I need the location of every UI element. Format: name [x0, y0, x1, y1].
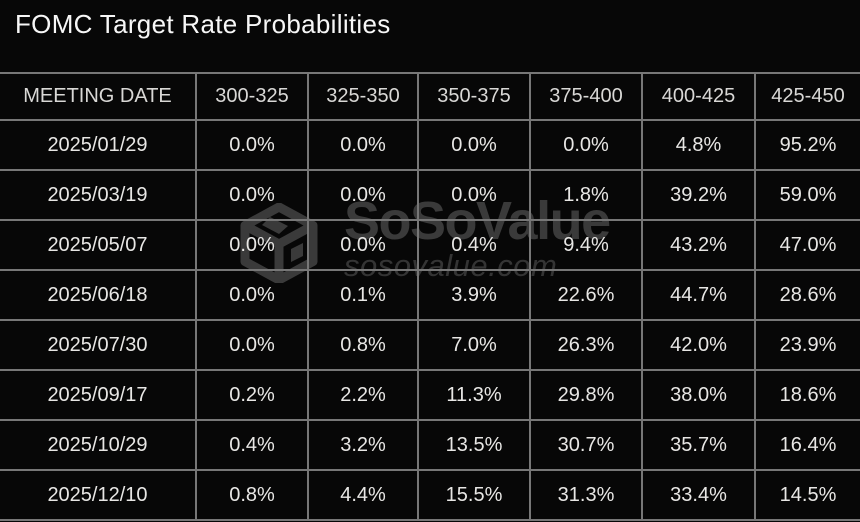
probability-cell: 33.4%	[641, 469, 756, 521]
probability-cell: 0.0%	[195, 319, 309, 371]
probability-cell: 7.0%	[417, 319, 531, 371]
probability-cell: 39.2%	[641, 169, 756, 221]
probability-cell: 28.6%	[754, 269, 860, 321]
probability-cell: 47.0%	[754, 219, 860, 271]
table-row: 2025/10/29 0.4% 3.2% 13.5% 30.7% 35.7% 1…	[0, 419, 860, 471]
probability-cell: 0.4%	[417, 219, 531, 271]
meeting-date-cell: 2025/07/30	[0, 319, 197, 371]
probability-cell: 38.0%	[641, 369, 756, 421]
probability-cell: 43.2%	[641, 219, 756, 271]
table-row: 2025/01/29 0.0% 0.0% 0.0% 0.0% 4.8% 95.2…	[0, 119, 860, 171]
probability-cell: 4.4%	[307, 469, 419, 521]
meeting-date-cell: 2025/06/18	[0, 269, 197, 321]
probability-cell: 23.9%	[754, 319, 860, 371]
rate-probabilities-table-wrap: MEETING DATE 300-325 325-350 350-375 375…	[0, 72, 860, 521]
probability-cell: 0.4%	[195, 419, 309, 471]
probability-cell: 15.5%	[417, 469, 531, 521]
probability-cell: 0.2%	[195, 369, 309, 421]
table-row: 2025/12/10 0.8% 4.4% 15.5% 31.3% 33.4% 1…	[0, 469, 860, 521]
col-header-350-375: 350-375	[417, 72, 531, 121]
probability-cell: 30.7%	[529, 419, 643, 471]
col-header-325-350: 325-350	[307, 72, 419, 121]
probability-cell: 3.2%	[307, 419, 419, 471]
rate-probabilities-table: MEETING DATE 300-325 325-350 350-375 375…	[0, 72, 860, 521]
probability-cell: 26.3%	[529, 319, 643, 371]
table-row: 2025/07/30 0.0% 0.8% 7.0% 26.3% 42.0% 23…	[0, 319, 860, 371]
probability-cell: 9.4%	[529, 219, 643, 271]
meeting-date-cell: 2025/05/07	[0, 219, 197, 271]
col-header-400-425: 400-425	[641, 72, 756, 121]
meeting-date-cell: 2025/01/29	[0, 119, 197, 171]
probability-cell: 0.0%	[195, 219, 309, 271]
probability-cell: 0.0%	[195, 269, 309, 321]
probability-cell: 0.1%	[307, 269, 419, 321]
probability-cell: 95.2%	[754, 119, 860, 171]
meeting-date-cell: 2025/10/29	[0, 419, 197, 471]
probability-cell: 2.2%	[307, 369, 419, 421]
probability-cell: 4.8%	[641, 119, 756, 171]
probability-cell: 44.7%	[641, 269, 756, 321]
probability-cell: 0.0%	[529, 119, 643, 171]
table-row: 2025/09/17 0.2% 2.2% 11.3% 29.8% 38.0% 1…	[0, 369, 860, 421]
col-header-300-325: 300-325	[195, 72, 309, 121]
probability-cell: 0.8%	[195, 469, 309, 521]
probability-cell: 0.0%	[195, 119, 309, 171]
probability-cell: 0.0%	[307, 219, 419, 271]
probability-cell: 29.8%	[529, 369, 643, 421]
meeting-date-cell: 2025/12/10	[0, 469, 197, 521]
probability-cell: 0.0%	[417, 169, 531, 221]
probability-cell: 3.9%	[417, 269, 531, 321]
probability-cell: 13.5%	[417, 419, 531, 471]
meeting-date-cell: 2025/03/19	[0, 169, 197, 221]
probability-cell: 16.4%	[754, 419, 860, 471]
probability-cell: 1.8%	[529, 169, 643, 221]
probability-cell: 35.7%	[641, 419, 756, 471]
probability-cell: 11.3%	[417, 369, 531, 421]
col-header-425-450: 425-450	[754, 72, 860, 121]
probability-cell: 59.0%	[754, 169, 860, 221]
probability-cell: 0.0%	[417, 119, 531, 171]
probability-cell: 0.8%	[307, 319, 419, 371]
table-row: 2025/05/07 0.0% 0.0% 0.4% 9.4% 43.2% 47.…	[0, 219, 860, 271]
probability-cell: 22.6%	[529, 269, 643, 321]
col-header-375-400: 375-400	[529, 72, 643, 121]
header-row: MEETING DATE 300-325 325-350 350-375 375…	[0, 72, 860, 121]
probability-cell: 18.6%	[754, 369, 860, 421]
col-header-meeting-date: MEETING DATE	[0, 72, 197, 121]
table-row: 2025/06/18 0.0% 0.1% 3.9% 22.6% 44.7% 28…	[0, 269, 860, 321]
table-row: 2025/03/19 0.0% 0.0% 0.0% 1.8% 39.2% 59.…	[0, 169, 860, 221]
probability-cell: 14.5%	[754, 469, 860, 521]
probability-cell: 0.0%	[307, 119, 419, 171]
meeting-date-cell: 2025/09/17	[0, 369, 197, 421]
probability-cell: 0.0%	[195, 169, 309, 221]
probability-cell: 0.0%	[307, 169, 419, 221]
probability-cell: 31.3%	[529, 469, 643, 521]
page-title: FOMC Target Rate Probabilities	[15, 9, 391, 39]
probability-cell: 42.0%	[641, 319, 756, 371]
